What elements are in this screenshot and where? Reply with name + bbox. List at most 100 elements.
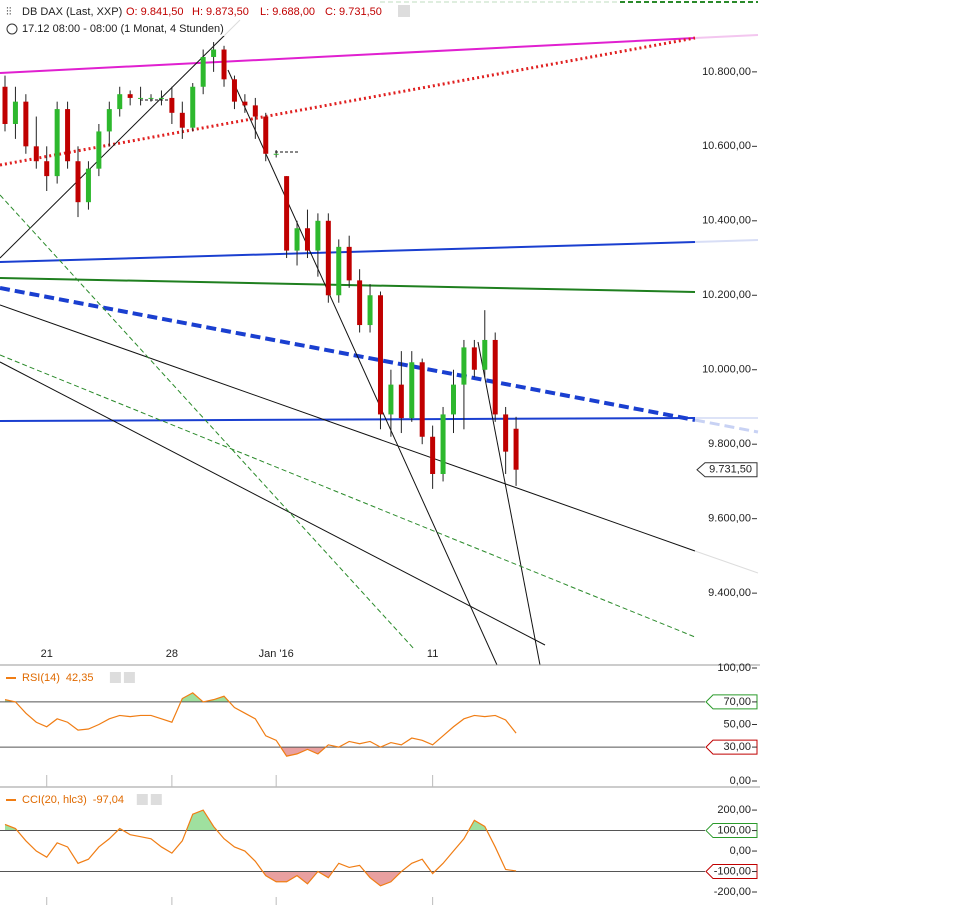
ohlc-label: H: 9.873,50 — [192, 6, 249, 18]
candle-body — [492, 339, 498, 415]
x-tick-label: Jan '16 — [259, 648, 294, 660]
clock-icon — [6, 23, 18, 35]
y-tick-label: 10.800,00 — [702, 66, 751, 78]
indicator-line — [4, 692, 517, 757]
candle-body — [304, 228, 310, 251]
candle-body — [388, 384, 394, 415]
candle-body — [294, 228, 300, 251]
candle-body — [450, 384, 456, 415]
candle-body — [419, 362, 425, 437]
indicator-name: CCI(20, hlc3) — [22, 794, 87, 806]
legend-bg — [4, 793, 132, 807]
indicator-value: 42,35 — [66, 672, 94, 684]
chart-title: DB DAX (Last, XXP) — [22, 6, 122, 18]
candle-body — [117, 94, 123, 110]
candle-body — [65, 109, 71, 162]
candle-body — [284, 176, 290, 251]
candle-body — [346, 246, 352, 281]
candle-body — [252, 105, 258, 117]
x-tick-label: 21 — [41, 648, 53, 660]
candle-body — [12, 101, 18, 124]
y-tick-label: 100,00 — [717, 824, 751, 836]
settings-button[interactable] — [109, 672, 121, 683]
x-tick-label: 28 — [166, 648, 178, 660]
candle-body — [54, 109, 60, 177]
candle-body — [471, 347, 477, 370]
y-tick-label: 100,00 — [717, 662, 751, 674]
y-tick-label: -200,00 — [714, 886, 751, 898]
trend-lines — [0, 1, 759, 665]
candle-body — [398, 384, 404, 419]
candle-body — [33, 146, 39, 162]
candle-body — [367, 295, 373, 326]
settings-button[interactable] — [398, 5, 410, 17]
candle-body — [336, 246, 342, 296]
y-tick-label: 9.400,00 — [708, 587, 751, 599]
candle-body — [430, 436, 436, 474]
candle-body — [23, 101, 29, 147]
settings-button[interactable] — [136, 794, 148, 805]
candle-body — [242, 101, 248, 106]
candle-body — [315, 220, 321, 251]
y-tick-label: 10.600,00 — [702, 140, 751, 152]
last-price-tag — [696, 462, 758, 478]
y-tick-label: 10.400,00 — [702, 215, 751, 227]
y-tick-label: 10.000,00 — [702, 364, 751, 376]
indicator-line — [4, 809, 517, 887]
candle-body — [325, 220, 331, 296]
candle-body — [263, 116, 269, 154]
close-button[interactable] — [123, 672, 135, 683]
candle-body — [231, 79, 237, 102]
candle-body — [106, 109, 112, 132]
candle-body — [127, 94, 133, 98]
candle-body — [2, 86, 8, 124]
x-tick-label: 11 — [427, 648, 438, 660]
oversold-fill — [5, 871, 517, 886]
candle-body — [138, 97, 144, 99]
candle-body — [75, 161, 81, 203]
candle-body — [96, 131, 102, 169]
y-tick-label: 9.800,00 — [708, 438, 751, 450]
candle-body — [44, 161, 50, 177]
indicator-value: -97,04 — [93, 794, 124, 806]
candle-body — [377, 295, 383, 415]
y-tick-label: 200,00 — [717, 804, 751, 816]
y-tick-label: 9.600,00 — [708, 513, 751, 525]
y-tick-label: 50,00 — [723, 718, 751, 730]
candle-body — [273, 153, 279, 155]
candle-body — [513, 428, 519, 470]
candle-body — [409, 362, 415, 419]
candle-body — [200, 56, 206, 87]
candle-body — [503, 414, 509, 452]
y-tick-label: 70,00 — [723, 696, 751, 708]
candle-body — [440, 414, 446, 474]
candle-body — [169, 97, 175, 113]
last-price-label: 9.731,50 — [709, 464, 752, 476]
ohlc-label: C: 9.731,50 — [325, 6, 382, 18]
candle-body — [357, 280, 363, 326]
candle-body — [221, 49, 227, 80]
y-tick-label: 30,00 — [723, 741, 751, 753]
candle-body — [482, 339, 488, 370]
candle-body — [148, 97, 154, 99]
y-tick-label: 10.200,00 — [702, 289, 751, 301]
candle-body — [179, 112, 185, 128]
ohlc-label: O: 9.841,50 — [126, 6, 184, 18]
y-tick-label: 0,00 — [730, 775, 751, 787]
candle-body — [190, 86, 196, 128]
candle-body — [85, 168, 91, 203]
y-tick-label: -100,00 — [714, 865, 751, 877]
legend-bg — [4, 671, 132, 685]
chart-icon: ⫶⫶ — [6, 6, 12, 18]
ohlc-label: L: 9.688,00 — [260, 6, 315, 18]
y-tick-label: 0,00 — [730, 845, 751, 857]
header-bg — [0, 0, 620, 36]
close-button[interactable] — [150, 794, 162, 805]
overbought-fill — [5, 810, 487, 831]
candle-body — [461, 347, 467, 385]
candle-body — [158, 97, 164, 99]
indicator-name: RSI(14) — [22, 672, 60, 684]
chart-subtitle: 17.12 08:00 - 08:00 (1 Monat, 4 Stunden) — [22, 23, 224, 35]
